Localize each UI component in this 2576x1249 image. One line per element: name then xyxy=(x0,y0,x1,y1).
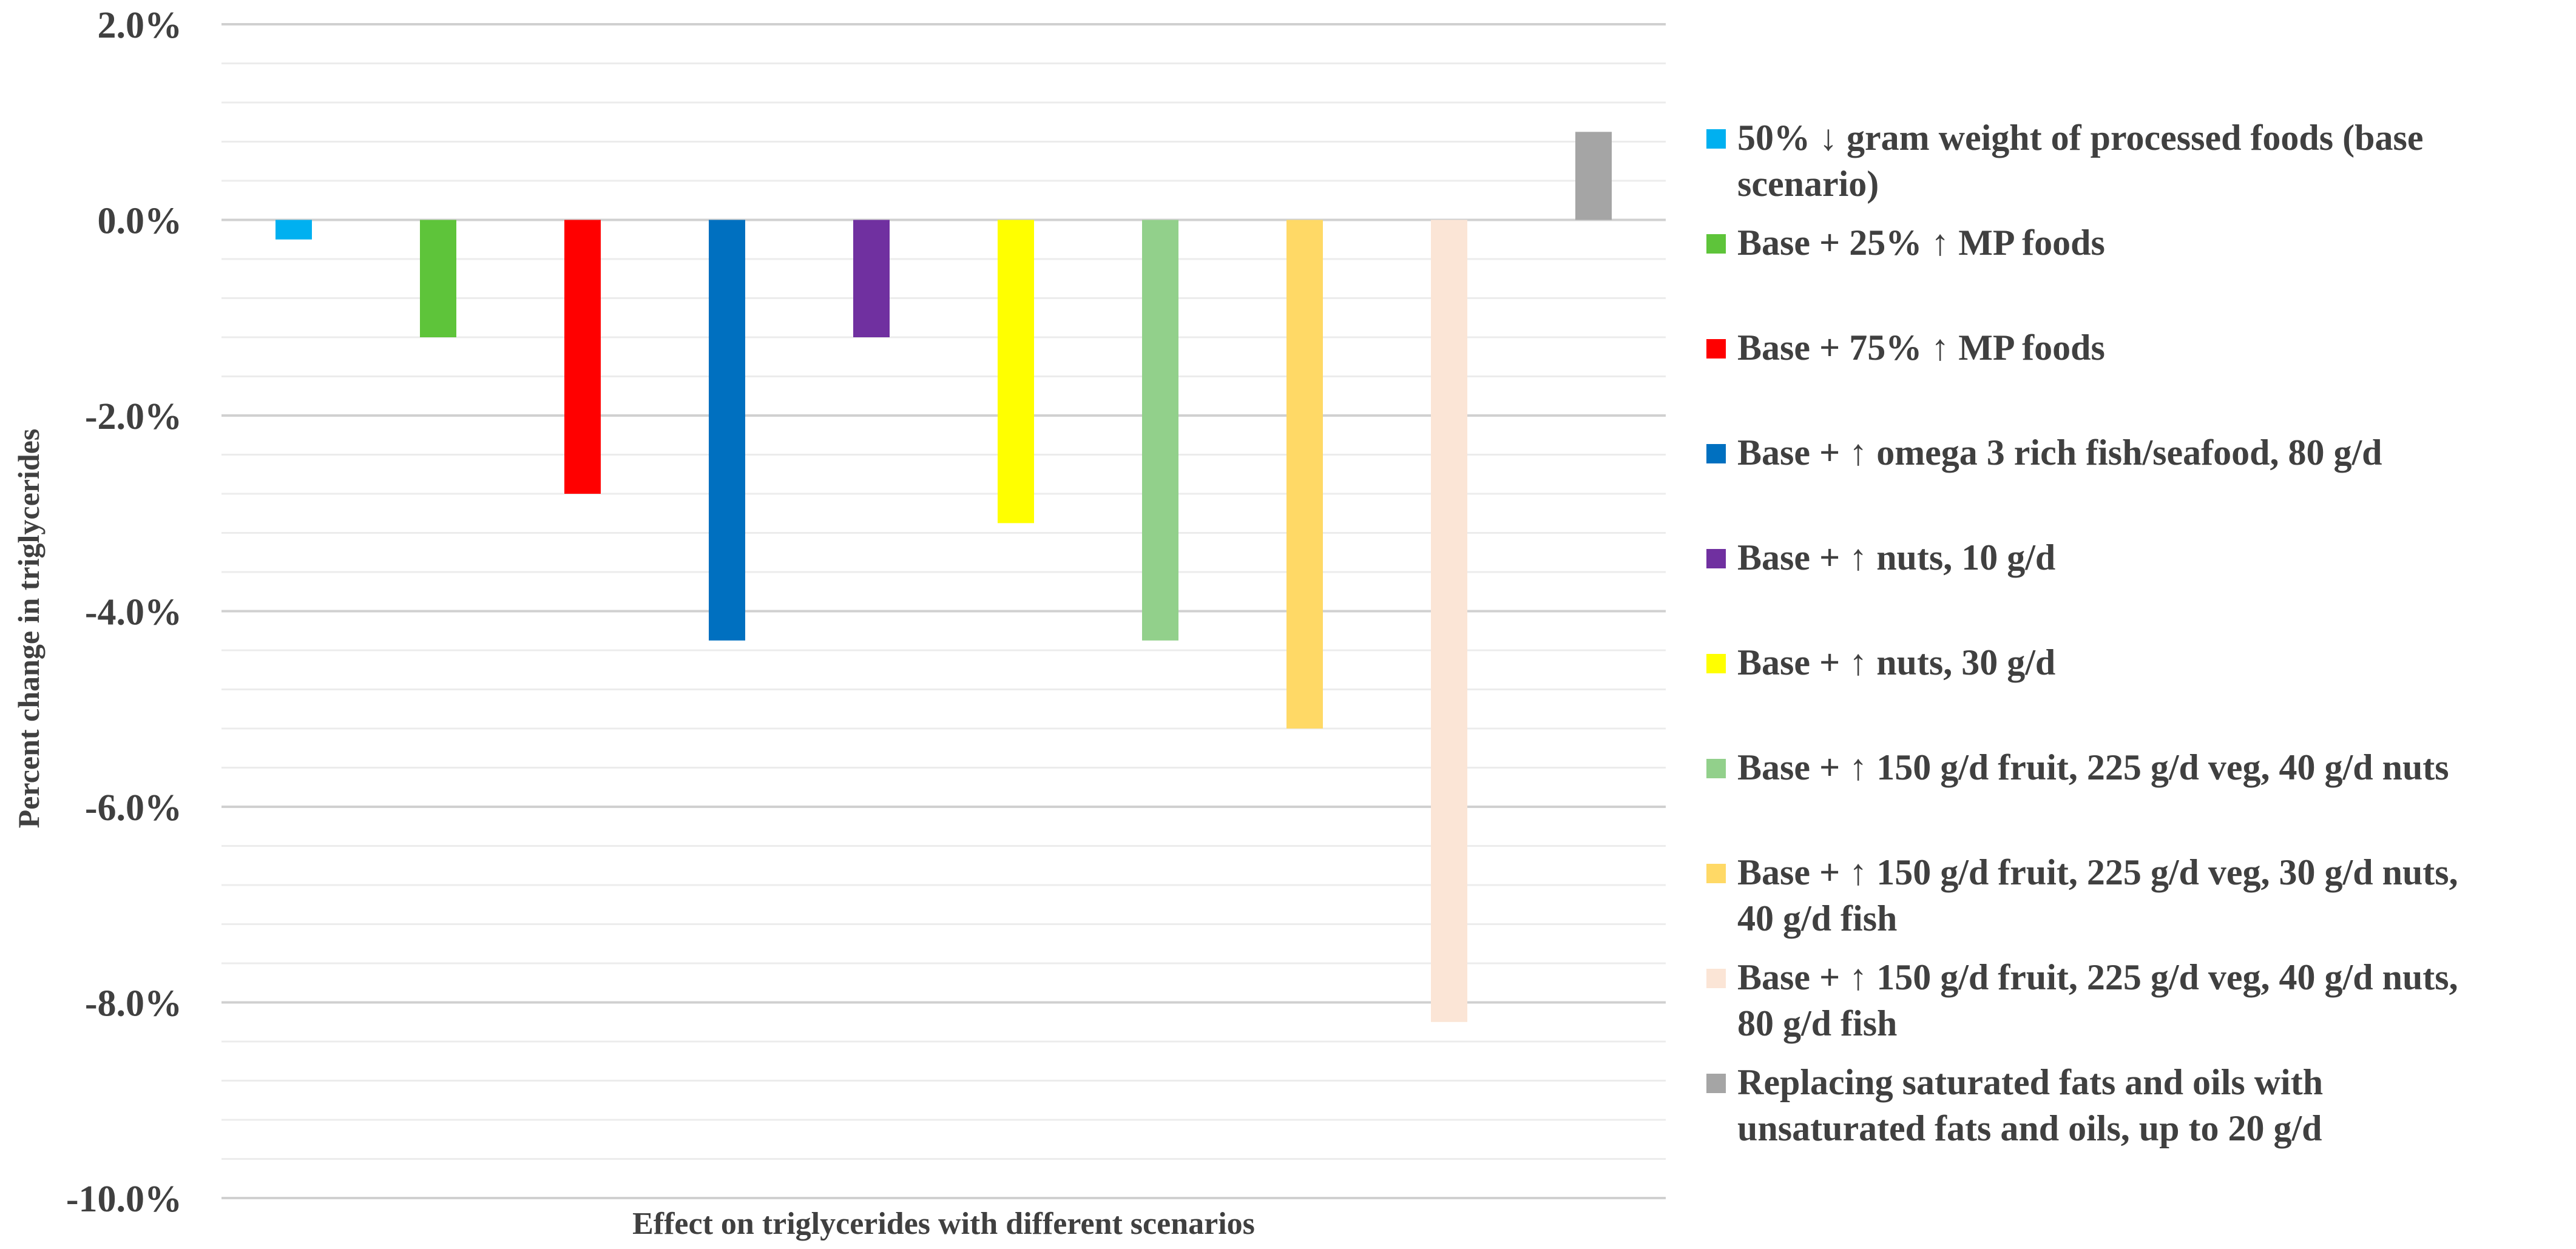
y-tick-label: 2.0% xyxy=(98,5,183,46)
y-tick-label: 0.0% xyxy=(98,201,183,242)
legend-label: Base + ↑ 150 g/d fruit, 225 g/d veg, 40 … xyxy=(1737,957,2458,1043)
y-tick-label: -4.0% xyxy=(85,592,182,633)
bar-6 xyxy=(998,220,1034,524)
legend: 50% ↓ gram weight of processed foods (ba… xyxy=(1706,118,2458,1148)
legend-item-5: Base + ↑ nuts, 10 g/d xyxy=(1706,537,2055,577)
y-tick-label: -2.0% xyxy=(85,396,182,437)
legend-swatch xyxy=(1706,759,1726,778)
legend-swatch xyxy=(1706,864,1726,883)
legend-item-8: Base + ↑ 150 g/d fruit, 225 g/d veg, 30 … xyxy=(1706,852,2458,938)
legend-item-7: Base + ↑ 150 g/d fruit, 225 g/d veg, 40 … xyxy=(1706,747,2449,787)
legend-swatch xyxy=(1706,444,1726,463)
bar-9 xyxy=(1431,220,1467,1022)
legend-label: Base + ↑ 150 g/d fruit, 225 g/d veg, 30 … xyxy=(1737,852,2458,938)
legend-item-3: Base + 75% ↑ MP foods xyxy=(1706,328,2105,368)
gridlines xyxy=(221,23,1666,1199)
bar-1 xyxy=(276,220,312,240)
bar-10 xyxy=(1575,132,1612,220)
y-tick-label: -8.0% xyxy=(85,983,182,1025)
y-tick-label: -6.0% xyxy=(85,787,182,829)
legend-swatch xyxy=(1706,549,1726,568)
legend-label: Base + ↑ omega 3 rich fish/seafood, 80 g… xyxy=(1737,433,2382,473)
legend-item-1: 50% ↓ gram weight of processed foods (ba… xyxy=(1706,118,2423,204)
legend-label: Replacing saturated fats and oils with un… xyxy=(1737,1062,2323,1148)
legend-item-4: Base + ↑ omega 3 rich fish/seafood, 80 g… xyxy=(1706,433,2382,473)
bar-5 xyxy=(853,220,890,337)
bar-2 xyxy=(420,220,456,337)
legend-swatch xyxy=(1706,234,1726,254)
bar-3 xyxy=(564,220,601,494)
legend-item-10: Replacing saturated fats and oils with un… xyxy=(1706,1062,2323,1148)
bars xyxy=(276,132,1612,1022)
bar-7 xyxy=(1142,220,1178,641)
legend-swatch xyxy=(1706,1074,1726,1093)
legend-label: Base + ↑ nuts, 30 g/d xyxy=(1737,642,2055,682)
legend-label: Base + 75% ↑ MP foods xyxy=(1737,328,2105,368)
y-axis-ticks: 2.0% 0.0% -2.0% -4.0% -6.0% -8.0% -10.0% xyxy=(66,5,182,1220)
y-axis-title: Percent change in triglycerides xyxy=(12,429,46,829)
legend-label: Base + ↑ 150 g/d fruit, 225 g/d veg, 40 … xyxy=(1737,747,2449,787)
legend-label: Base + ↑ nuts, 10 g/d xyxy=(1737,537,2055,577)
legend-item-9: Base + ↑ 150 g/d fruit, 225 g/d veg, 40 … xyxy=(1706,957,2458,1043)
x-axis-title: Effect on triglycerides with different s… xyxy=(632,1207,1255,1241)
legend-swatch xyxy=(1706,654,1726,673)
y-tick-label: -10.0% xyxy=(66,1179,182,1220)
legend-swatch xyxy=(1706,339,1726,359)
legend-label: Base + 25% ↑ MP foods xyxy=(1737,223,2105,263)
legend-item-2: Base + 25% ↑ MP foods xyxy=(1706,223,2105,263)
legend-swatch xyxy=(1706,969,1726,988)
legend-item-6: Base + ↑ nuts, 30 g/d xyxy=(1706,642,2055,682)
bar-8 xyxy=(1286,220,1323,729)
bar-4 xyxy=(709,220,745,641)
legend-label: 50% ↓ gram weight of processed foods (ba… xyxy=(1737,118,2423,204)
legend-swatch xyxy=(1706,129,1726,149)
